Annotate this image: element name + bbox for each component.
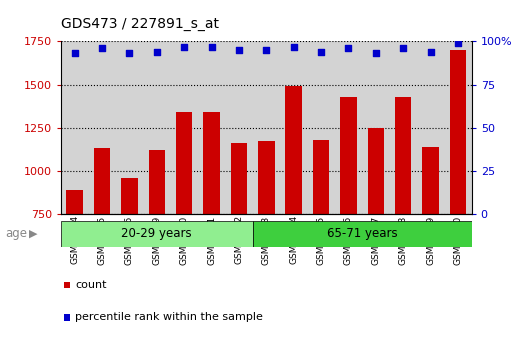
Bar [340, 97, 357, 343]
Bar [253, 221, 472, 247]
Point [399, 46, 408, 51]
Bar [395, 97, 411, 343]
Bar [176, 112, 192, 343]
Bar [66, 190, 83, 343]
Point [207, 44, 216, 49]
Bar [286, 86, 302, 343]
Point [125, 51, 134, 56]
Text: percentile rank within the sample: percentile rank within the sample [75, 313, 263, 322]
Point [344, 46, 353, 51]
Bar [450, 50, 466, 343]
Bar [204, 112, 220, 343]
Bar [61, 221, 253, 247]
Point [98, 46, 106, 51]
Point [454, 40, 462, 46]
Bar [148, 150, 165, 343]
Point [317, 49, 325, 55]
Bar [121, 178, 138, 343]
Point [426, 49, 435, 55]
Point [180, 44, 189, 49]
Text: 65-71 years: 65-71 years [327, 227, 398, 240]
Point [70, 51, 79, 56]
Bar [94, 148, 110, 343]
Point [372, 51, 380, 56]
Text: GDS473 / 227891_s_at: GDS473 / 227891_s_at [61, 17, 219, 31]
Point [289, 44, 298, 49]
Text: 20-29 years: 20-29 years [121, 227, 192, 240]
Bar [231, 143, 247, 343]
Text: ▶: ▶ [29, 229, 38, 239]
Point [262, 47, 270, 53]
Bar [313, 140, 329, 343]
Text: count: count [75, 280, 107, 289]
Bar [258, 141, 275, 343]
Bar [422, 147, 439, 343]
Point [153, 49, 161, 55]
Point [235, 47, 243, 53]
Text: age: age [5, 227, 28, 240]
Bar [368, 128, 384, 343]
